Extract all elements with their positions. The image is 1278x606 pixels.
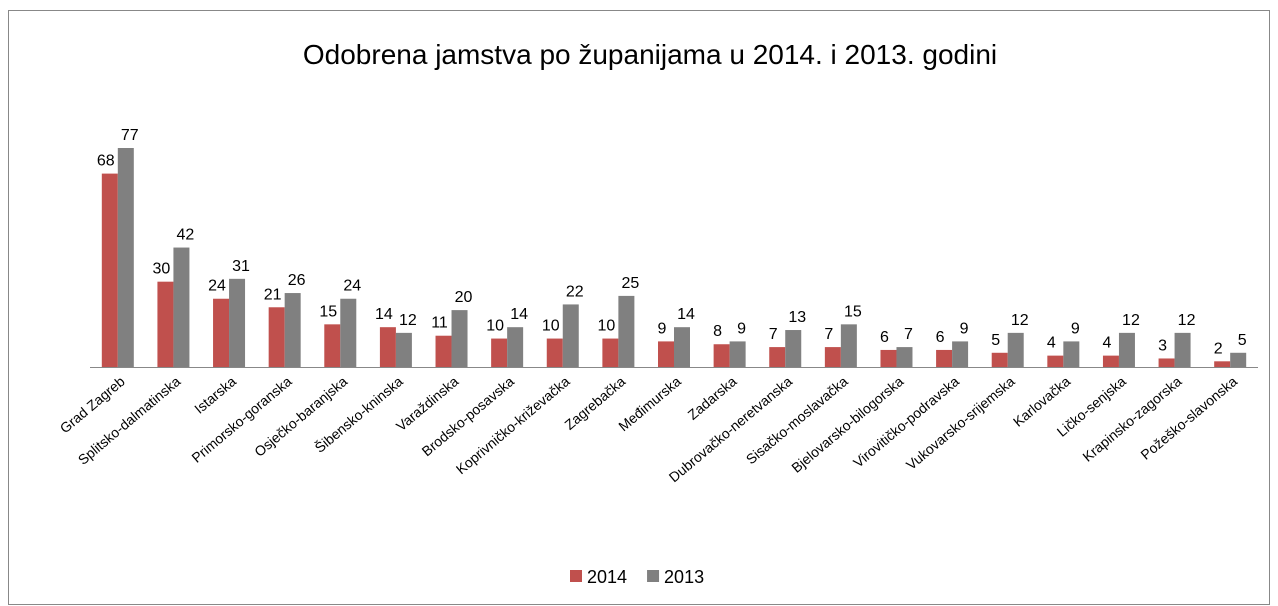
value-label: 9 <box>737 320 746 337</box>
bar <box>952 341 969 367</box>
bar <box>507 327 524 367</box>
value-label: 7 <box>904 326 913 343</box>
bar <box>840 324 857 367</box>
value-label: 26 <box>288 272 306 289</box>
value-label: 22 <box>566 283 584 300</box>
value-label: 7 <box>824 326 833 343</box>
value-label: 21 <box>264 286 282 303</box>
bar <box>340 298 357 367</box>
value-label: 9 <box>658 320 667 337</box>
legend-swatch <box>570 570 582 582</box>
bar <box>546 338 563 367</box>
value-label: 25 <box>621 275 639 292</box>
value-label: 6 <box>936 329 945 346</box>
chart-title: Odobrena jamstva po županijama u 2014. i… <box>303 39 997 70</box>
bar <box>229 278 246 367</box>
value-label: 15 <box>319 303 337 320</box>
bar <box>896 347 913 367</box>
bar <box>674 327 690 367</box>
bar <box>880 349 897 367</box>
bar <box>1230 352 1247 367</box>
value-label: 9 <box>1071 320 1080 337</box>
value-label: 12 <box>1011 312 1029 329</box>
bar <box>769 347 786 367</box>
bar <box>618 295 635 367</box>
chart-border <box>8 10 1270 605</box>
value-label: 42 <box>177 227 195 244</box>
bar <box>157 281 174 367</box>
value-label: 4 <box>1102 335 1111 352</box>
value-label: 13 <box>788 309 806 326</box>
bar <box>936 349 953 367</box>
bar <box>1174 332 1191 367</box>
bar <box>324 324 341 367</box>
bar <box>451 310 468 367</box>
value-label: 15 <box>844 303 862 320</box>
bar <box>101 173 118 367</box>
bar <box>379 327 396 367</box>
bar <box>658 341 674 367</box>
value-label: 10 <box>542 318 560 335</box>
value-label: 11 <box>431 315 448 332</box>
bar <box>268 307 285 367</box>
value-label: 12 <box>1122 312 1140 329</box>
value-label: 6 <box>880 329 889 346</box>
bar <box>1158 358 1175 367</box>
bar <box>1102 355 1119 367</box>
bar <box>562 304 579 367</box>
bar <box>824 347 841 367</box>
value-label: 12 <box>1178 312 1196 329</box>
value-label: 7 <box>769 326 778 343</box>
bar <box>991 352 1008 367</box>
bar <box>491 338 508 367</box>
value-label: 3 <box>1158 337 1167 354</box>
bar <box>729 341 746 367</box>
value-label: 30 <box>153 261 171 278</box>
value-label: 5 <box>991 332 1000 349</box>
bar <box>713 344 730 367</box>
bar <box>1063 341 1080 367</box>
value-label: 10 <box>597 318 615 335</box>
legend-swatch <box>647 570 660 582</box>
bar <box>284 293 301 367</box>
legend-label: 2013 <box>664 567 704 587</box>
value-label: 9 <box>960 320 969 337</box>
value-label: 4 <box>1047 335 1056 352</box>
value-label: 12 <box>399 312 417 329</box>
bar <box>395 332 412 367</box>
bar <box>1214 361 1231 367</box>
value-label: 14 <box>677 306 695 323</box>
bar <box>213 298 230 367</box>
bar <box>435 335 452 367</box>
bar <box>117 148 134 367</box>
bar <box>1007 332 1024 367</box>
bar <box>602 338 619 367</box>
value-label: 68 <box>97 153 115 170</box>
value-label: 77 <box>121 127 139 144</box>
value-label: 31 <box>232 258 250 275</box>
value-label: 14 <box>375 306 393 323</box>
legend-label: 2014 <box>587 567 627 587</box>
value-label: 24 <box>343 278 361 295</box>
value-label: 24 <box>208 278 226 295</box>
bar <box>1047 355 1064 367</box>
value-label: 20 <box>455 289 473 306</box>
value-label: 2 <box>1214 340 1223 357</box>
bar <box>173 247 190 367</box>
bar <box>1118 332 1135 367</box>
bar <box>785 330 802 367</box>
value-label: 14 <box>510 306 528 323</box>
value-label: 5 <box>1238 332 1247 349</box>
value-label: 10 <box>486 318 504 335</box>
value-label: 8 <box>713 323 722 340</box>
